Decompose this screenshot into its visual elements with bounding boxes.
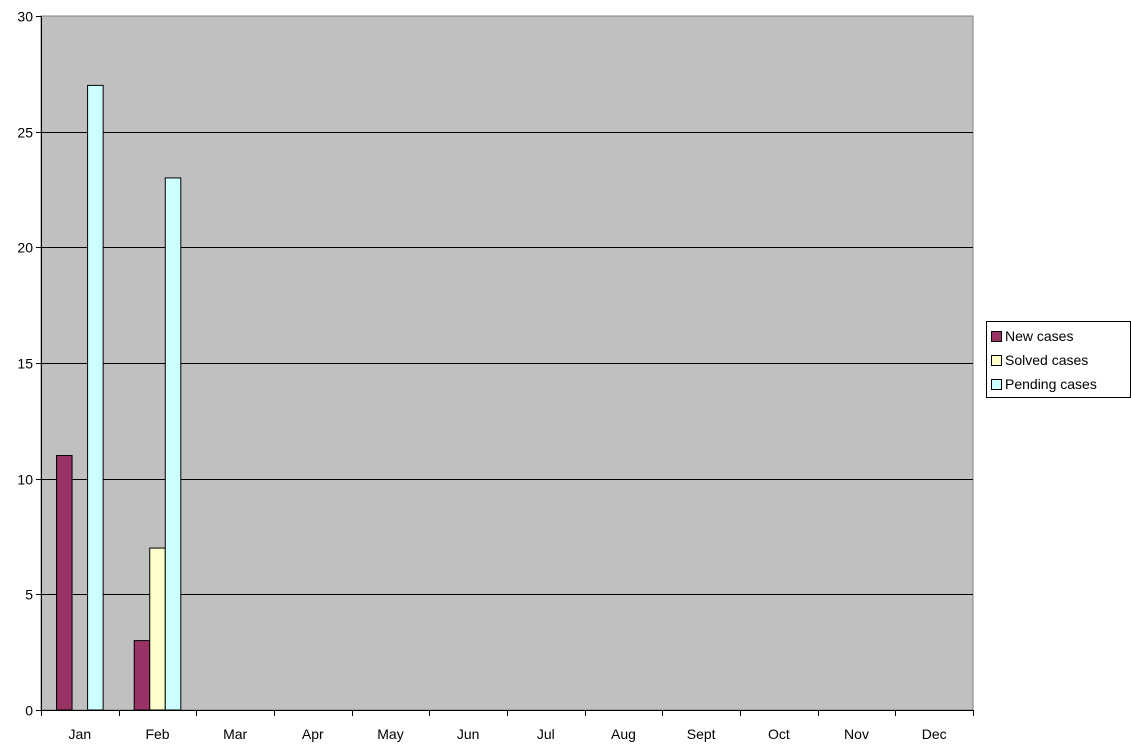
y-tick-label: 10 [17, 472, 33, 488]
legend-swatch-pending-cases [991, 378, 1002, 390]
x-tick-label: Aug [611, 726, 636, 742]
legend-item-solved-cases: Solved cases [991, 350, 1088, 370]
legend-label-new-cases: New cases [1005, 328, 1074, 344]
x-tick-label: Sept [687, 726, 716, 742]
x-axis: Jan Feb Mar Apr May Jun Jul Aug Sept Oct Nov Dec [41, 710, 974, 742]
x-tick-label: Dec [922, 726, 947, 742]
x-tick-label: May [377, 726, 403, 742]
legend-label-pending-cases: Pending cases [1005, 376, 1097, 392]
y-tick-label: 0 [25, 703, 33, 719]
legend-swatch-solved-cases [991, 354, 1002, 366]
x-tick-label: Jan [69, 726, 92, 742]
x-tick-label: Jun [457, 726, 480, 742]
bar-pending-cases-jan [87, 84, 104, 711]
y-tick-label: 5 [25, 587, 33, 603]
legend-label-solved-cases: Solved cases [1005, 352, 1089, 368]
y-tick-label: 25 [17, 125, 33, 141]
gridlines [41, 132, 973, 595]
x-tick-label: Mar [223, 726, 247, 742]
y-tick-label: 20 [17, 240, 33, 256]
legend: New cases Solved cases Pending cases [986, 321, 1131, 398]
bar-solved-cases-feb [149, 547, 166, 711]
legend-item-pending-cases: Pending cases [991, 374, 1097, 394]
legend-item-new-cases: New cases [991, 326, 1073, 346]
bar-pending-cases-feb [164, 177, 182, 711]
x-tick-label: Jul [537, 726, 555, 742]
x-tick-label: Feb [145, 726, 169, 742]
x-tick-label: Oct [768, 726, 790, 742]
bar-new-cases-feb [133, 640, 151, 711]
bars [56, 84, 182, 711]
x-tick-label: Apr [302, 726, 324, 742]
bar-new-cases-jan [56, 455, 73, 711]
y-tick-label: 30 [17, 9, 33, 25]
x-tick-label: Nov [844, 726, 869, 742]
legend-swatch-new-cases [991, 330, 1002, 342]
y-tick-label: 15 [17, 356, 33, 372]
y-axis: 0 5 10 15 20 25 30 [17, 9, 42, 719]
